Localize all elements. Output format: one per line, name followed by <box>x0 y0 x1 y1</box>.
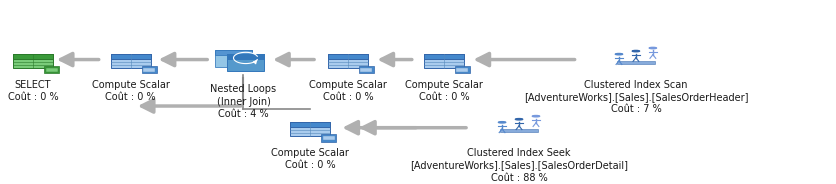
FancyBboxPatch shape <box>45 68 58 72</box>
Circle shape <box>631 50 639 52</box>
Text: Compute Scalar
Coût : 0 %: Compute Scalar Coût : 0 % <box>271 148 349 170</box>
Text: Compute Scalar
Coût : 0 %: Compute Scalar Coût : 0 % <box>405 80 482 102</box>
FancyBboxPatch shape <box>423 54 463 59</box>
FancyBboxPatch shape <box>321 134 336 141</box>
FancyBboxPatch shape <box>110 54 150 59</box>
FancyBboxPatch shape <box>13 54 53 59</box>
FancyBboxPatch shape <box>328 54 368 59</box>
Circle shape <box>515 118 522 120</box>
FancyBboxPatch shape <box>499 129 538 132</box>
FancyBboxPatch shape <box>616 61 655 64</box>
Text: Compute Scalar
Coût : 0 %: Compute Scalar Coût : 0 % <box>92 80 170 102</box>
FancyBboxPatch shape <box>215 50 252 54</box>
Text: Compute Scalar
Coût : 0 %: Compute Scalar Coût : 0 % <box>308 80 386 102</box>
FancyBboxPatch shape <box>110 54 150 68</box>
Text: Clustered Index Scan
[AdventureWorks].[Sales].[SalesOrderHeader]
Coût : 7 %: Clustered Index Scan [AdventureWorks].[S… <box>523 80 747 114</box>
FancyBboxPatch shape <box>359 66 374 73</box>
FancyBboxPatch shape <box>227 54 263 71</box>
FancyBboxPatch shape <box>44 66 59 73</box>
FancyBboxPatch shape <box>141 66 156 73</box>
FancyBboxPatch shape <box>143 68 155 72</box>
FancyBboxPatch shape <box>328 54 368 68</box>
FancyBboxPatch shape <box>13 54 53 68</box>
Circle shape <box>649 47 655 49</box>
Circle shape <box>532 116 539 117</box>
FancyBboxPatch shape <box>359 68 372 72</box>
Text: SELECT
Coût : 0 %: SELECT Coût : 0 % <box>8 80 59 102</box>
FancyBboxPatch shape <box>227 54 263 59</box>
Text: Nested Loops
(Inner Join)
Coût : 4 %: Nested Loops (Inner Join) Coût : 4 % <box>210 84 276 119</box>
Text: Clustered Index Seek
[AdventureWorks].[Sales].[SalesOrderDetail]
Coût : 88 %: Clustered Index Seek [AdventureWorks].[S… <box>410 148 627 183</box>
Circle shape <box>498 122 505 123</box>
FancyBboxPatch shape <box>290 122 330 136</box>
FancyBboxPatch shape <box>456 68 468 72</box>
FancyBboxPatch shape <box>423 54 463 68</box>
FancyBboxPatch shape <box>323 136 334 140</box>
Circle shape <box>614 54 622 55</box>
FancyBboxPatch shape <box>215 50 252 67</box>
FancyBboxPatch shape <box>454 66 470 73</box>
FancyBboxPatch shape <box>290 122 330 127</box>
